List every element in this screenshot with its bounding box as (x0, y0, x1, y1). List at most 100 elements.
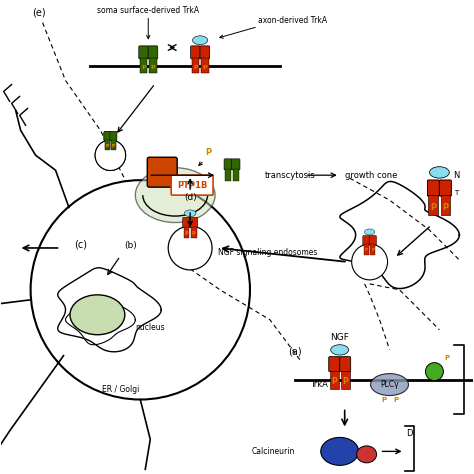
Ellipse shape (70, 295, 125, 335)
FancyBboxPatch shape (110, 131, 117, 141)
Ellipse shape (356, 446, 376, 463)
Text: PLCγ: PLCγ (380, 380, 399, 389)
FancyArrowPatch shape (151, 173, 213, 177)
FancyBboxPatch shape (428, 180, 439, 196)
FancyArrowPatch shape (108, 258, 119, 274)
Ellipse shape (321, 438, 359, 465)
FancyArrowPatch shape (188, 213, 192, 226)
FancyBboxPatch shape (190, 218, 198, 228)
Text: D: D (407, 429, 413, 438)
Text: P: P (141, 64, 146, 70)
FancyArrowPatch shape (223, 246, 345, 262)
Text: P: P (112, 144, 115, 147)
FancyBboxPatch shape (147, 157, 177, 187)
FancyArrowPatch shape (199, 162, 202, 165)
Bar (105, 140, 110, 149)
Ellipse shape (184, 210, 196, 217)
Text: P: P (442, 202, 448, 211)
Text: P: P (445, 355, 449, 361)
Bar (201, 58, 209, 73)
Bar (191, 58, 199, 73)
FancyBboxPatch shape (110, 131, 117, 141)
FancyBboxPatch shape (232, 159, 240, 170)
FancyArrowPatch shape (146, 18, 150, 39)
FancyBboxPatch shape (191, 46, 200, 59)
Bar (370, 244, 375, 255)
Text: P: P (393, 397, 399, 402)
Text: P: P (382, 397, 387, 402)
Text: (c): (c) (74, 240, 87, 250)
FancyArrowPatch shape (308, 173, 336, 177)
Bar (191, 227, 197, 238)
Ellipse shape (192, 36, 208, 45)
Bar (105, 140, 110, 149)
Text: P: P (205, 148, 211, 157)
FancyArrowPatch shape (342, 410, 347, 425)
FancyBboxPatch shape (329, 356, 340, 372)
Ellipse shape (135, 168, 215, 222)
Bar (140, 58, 147, 73)
FancyBboxPatch shape (139, 46, 148, 59)
Text: T: T (455, 190, 459, 196)
FancyArrowPatch shape (398, 227, 429, 255)
Text: P: P (430, 202, 437, 211)
FancyBboxPatch shape (171, 175, 213, 195)
FancyBboxPatch shape (363, 236, 370, 245)
FancyBboxPatch shape (104, 131, 111, 141)
Text: P: P (365, 248, 368, 253)
Circle shape (95, 140, 126, 171)
FancyArrowPatch shape (118, 86, 154, 132)
Text: Calcineurin: Calcineurin (251, 447, 295, 456)
Text: axon-derived TrkA: axon-derived TrkA (258, 16, 327, 25)
Text: P: P (112, 144, 115, 147)
Text: (a): (a) (288, 346, 301, 356)
Ellipse shape (331, 345, 349, 355)
FancyArrowPatch shape (383, 449, 400, 454)
Text: TrkA: TrkA (310, 380, 328, 389)
FancyBboxPatch shape (224, 159, 232, 170)
Bar (428, 195, 438, 215)
Bar (225, 169, 231, 182)
Bar (364, 244, 369, 255)
Text: (e): (e) (32, 8, 46, 18)
Text: ER / Golgi: ER / Golgi (101, 384, 139, 393)
FancyBboxPatch shape (340, 356, 351, 372)
Bar (111, 140, 116, 149)
Text: (d): (d) (184, 193, 197, 202)
Text: soma surface-derived TrkA: soma surface-derived TrkA (97, 6, 200, 15)
Bar (341, 371, 350, 389)
FancyBboxPatch shape (104, 131, 111, 141)
Text: P: P (371, 248, 374, 253)
Circle shape (168, 226, 212, 270)
FancyArrowPatch shape (23, 245, 58, 251)
FancyBboxPatch shape (200, 46, 210, 59)
Text: N: N (453, 171, 460, 180)
Circle shape (95, 140, 126, 171)
Text: nucleus: nucleus (135, 323, 165, 332)
FancyBboxPatch shape (439, 180, 451, 196)
Text: P: P (192, 231, 196, 236)
Text: P: P (342, 377, 348, 386)
Text: P: P (331, 377, 337, 386)
Ellipse shape (365, 229, 375, 235)
Circle shape (352, 244, 388, 280)
Text: P: P (106, 144, 109, 147)
Text: growth cone: growth cone (345, 171, 397, 180)
Bar (440, 195, 450, 215)
FancyBboxPatch shape (182, 218, 191, 228)
Bar (111, 140, 116, 149)
Text: (b): (b) (124, 241, 137, 250)
Bar (233, 169, 239, 182)
Bar (330, 371, 339, 389)
Text: P: P (151, 64, 155, 70)
Circle shape (426, 363, 443, 381)
FancyBboxPatch shape (369, 236, 376, 245)
Text: P: P (106, 144, 109, 147)
Text: transcytosis: transcytosis (265, 171, 316, 180)
Text: NGF signaling endosomes: NGF signaling endosomes (218, 248, 318, 257)
Text: P: P (193, 64, 198, 70)
Text: NGF: NGF (330, 333, 349, 342)
Text: PTP1B: PTP1B (177, 181, 207, 190)
FancyArrowPatch shape (188, 180, 192, 189)
Text: P: P (202, 64, 207, 70)
